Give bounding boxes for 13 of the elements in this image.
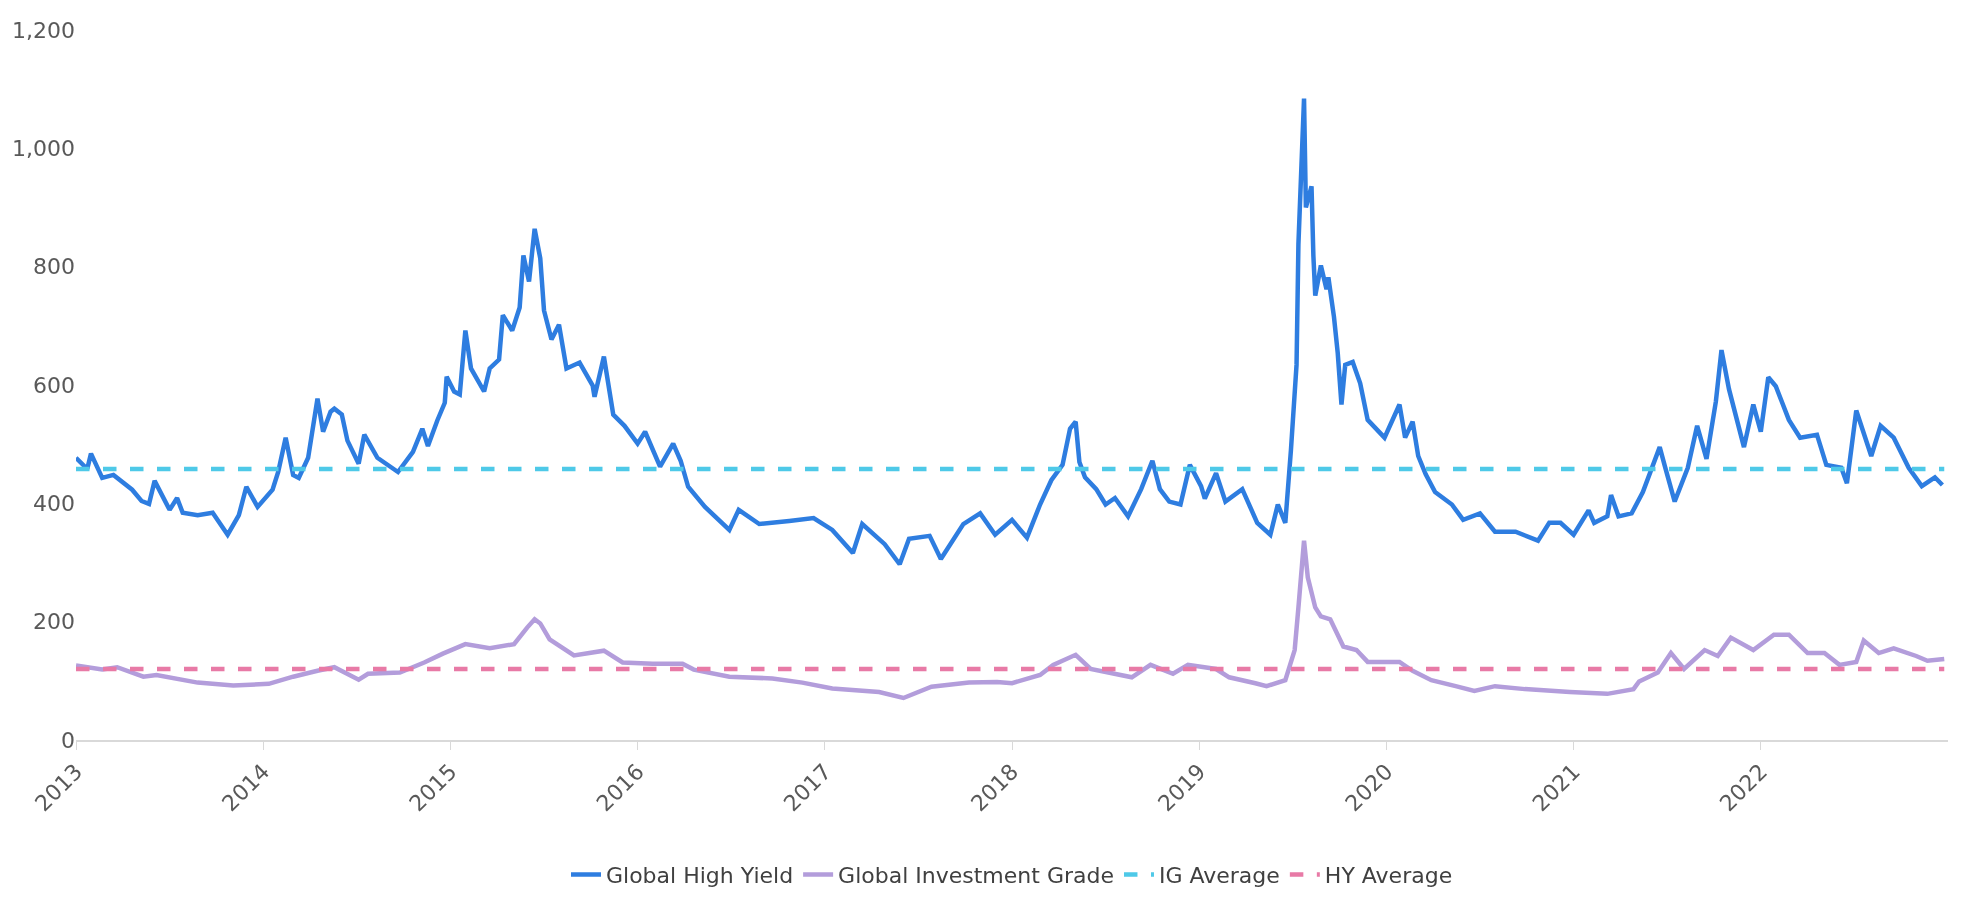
y-tick-label: 1,000 xyxy=(12,136,75,162)
y-tick-label: 600 xyxy=(33,372,75,398)
legend-label: HY Average xyxy=(1324,862,1453,888)
legend-label: IG Average xyxy=(1158,862,1280,888)
y-tick-label: 1,200 xyxy=(12,17,75,43)
y-tick-label: 800 xyxy=(33,254,75,280)
line-series xyxy=(76,96,1945,567)
line-series xyxy=(76,538,1947,701)
legend-label: Global High Yield xyxy=(606,862,794,888)
legend-label: Global Investment Grade xyxy=(838,862,1114,888)
y-tick-label: 0 xyxy=(61,727,75,753)
y-tick-label: 200 xyxy=(33,609,75,635)
y-tick-label: 400 xyxy=(33,491,75,517)
